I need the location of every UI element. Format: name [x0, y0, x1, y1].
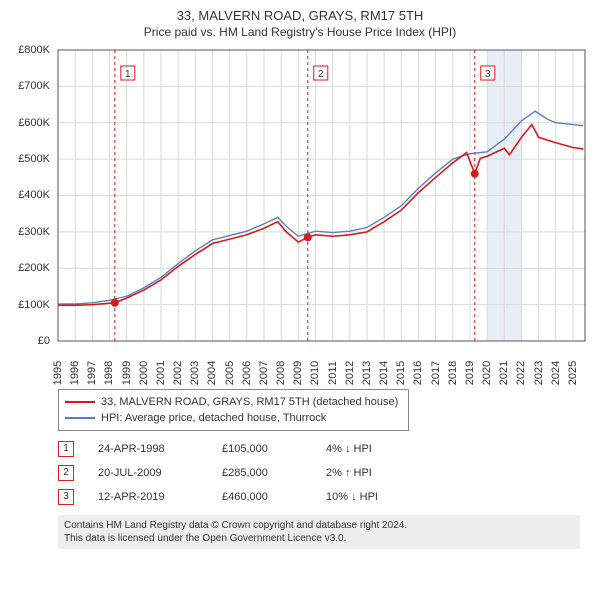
event-delta: 10% ↓ HPI [326, 491, 436, 503]
event-row: 1 24-APR-1998 £105,000 4% ↓ HPI [58, 437, 590, 461]
legend: 33, MALVERN ROAD, GRAYS, RM17 5TH (detac… [58, 389, 409, 431]
event-number-box: 3 [58, 489, 74, 505]
x-tick-label: 2017 [430, 361, 442, 385]
y-tick-label: £700K [0, 80, 50, 92]
x-tick-label: 2020 [481, 361, 493, 385]
y-tick-label: £100K [0, 299, 50, 311]
x-tick-label: 2004 [206, 361, 218, 385]
x-tick-label: 2016 [412, 361, 424, 385]
legend-swatch [65, 401, 95, 403]
chart-svg: 1 2 3 [10, 45, 590, 385]
event-row: 2 20-JUL-2009 £285,000 2% ↑ HPI [58, 461, 590, 485]
event-price: £285,000 [222, 467, 302, 479]
event-date: 12-APR-2019 [98, 491, 198, 503]
x-tick-label: 2019 [464, 361, 476, 385]
chart-title-line2: Price paid vs. HM Land Registry's House … [10, 25, 590, 39]
x-tick-label: 2010 [309, 361, 321, 385]
y-tick-label: £300K [0, 226, 50, 238]
y-tick-label: £500K [0, 153, 50, 165]
footer-line2: This data is licensed under the Open Gov… [64, 532, 574, 545]
x-tick-label: 2002 [172, 361, 184, 385]
x-tick-label: 2022 [515, 361, 527, 385]
event-delta: 2% ↑ HPI [326, 467, 436, 479]
x-tick-label: 1996 [69, 361, 81, 385]
x-tick-label: 1995 [52, 361, 64, 385]
x-tick-label: 2007 [258, 361, 270, 385]
events-table: 1 24-APR-1998 £105,000 4% ↓ HPI 2 20-JUL-2009… [58, 437, 590, 509]
chart-title-line1: 33, MALVERN ROAD, GRAYS, RM17 5TH [10, 8, 590, 25]
event-number-box: 2 [58, 465, 74, 481]
event-date: 20-JUL-2009 [98, 467, 198, 479]
y-tick-label: £200K [0, 262, 50, 274]
footer-line1: Contains HM Land Registry data © Crown c… [64, 519, 574, 532]
x-tick-label: 2024 [550, 361, 562, 385]
x-tick-label: 1999 [121, 361, 133, 385]
x-tick-label: 2018 [447, 361, 459, 385]
x-tick-label: 2003 [189, 361, 201, 385]
svg-text:3: 3 [485, 69, 491, 80]
x-tick-label: 2013 [361, 361, 373, 385]
legend-label: HPI: Average price, detached house, Thur… [101, 412, 326, 424]
y-tick-label: £800K [0, 44, 50, 56]
footer-attribution: Contains HM Land Registry data © Crown c… [58, 515, 580, 549]
x-tick-label: 2023 [533, 361, 545, 385]
x-tick-label: 2015 [395, 361, 407, 385]
x-tick-label: 2025 [567, 361, 579, 385]
x-tick-label: 2000 [138, 361, 150, 385]
x-tick-label: 2011 [327, 361, 339, 385]
svg-text:2: 2 [318, 69, 324, 80]
x-tick-label: 2014 [378, 361, 390, 385]
legend-swatch [65, 417, 95, 419]
x-tick-label: 2012 [344, 361, 356, 385]
y-tick-label: £0 [0, 335, 50, 347]
chart-area: 123£0£100K£200K£300K£400K£500K£600K£700K… [10, 45, 590, 385]
event-row: 3 12-APR-2019 £460,000 10% ↓ HPI [58, 485, 590, 509]
event-number-box: 1 [58, 441, 74, 457]
x-tick-label: 2005 [224, 361, 236, 385]
x-tick-label: 2001 [155, 361, 167, 385]
y-tick-label: £400K [0, 189, 50, 201]
x-tick-label: 2021 [498, 361, 510, 385]
svg-text:1: 1 [125, 69, 131, 80]
x-tick-label: 2006 [241, 361, 253, 385]
legend-label: 33, MALVERN ROAD, GRAYS, RM17 5TH (detac… [101, 396, 398, 408]
event-delta: 4% ↓ HPI [326, 443, 436, 455]
legend-item-hpi: HPI: Average price, detached house, Thur… [65, 410, 398, 426]
x-tick-label: 2008 [275, 361, 287, 385]
x-tick-label: 1998 [103, 361, 115, 385]
legend-item-property: 33, MALVERN ROAD, GRAYS, RM17 5TH (detac… [65, 394, 398, 410]
event-price: £105,000 [222, 443, 302, 455]
y-tick-label: £600K [0, 117, 50, 129]
x-tick-label: 2009 [292, 361, 304, 385]
event-price: £460,000 [222, 491, 302, 503]
x-tick-label: 1997 [86, 361, 98, 385]
event-date: 24-APR-1998 [98, 443, 198, 455]
